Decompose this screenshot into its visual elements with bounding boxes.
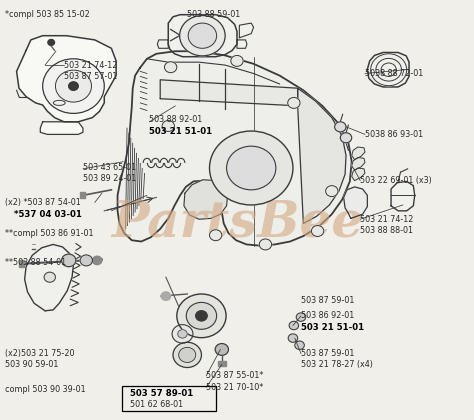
Polygon shape [352,168,365,181]
Text: 503 87 59-01: 503 87 59-01 [301,349,355,358]
Text: 503 21 74-12: 503 21 74-12 [360,215,414,224]
Circle shape [231,55,243,66]
Text: (x2)503 21 75-20: (x2)503 21 75-20 [5,349,74,358]
Text: 503 21 70-10*: 503 21 70-10* [206,383,264,392]
Polygon shape [344,187,367,218]
Polygon shape [352,147,365,160]
Bar [80,192,85,198]
Circle shape [186,302,217,329]
Polygon shape [239,23,254,38]
Circle shape [259,239,272,250]
Circle shape [179,347,196,362]
Polygon shape [237,40,247,48]
Circle shape [326,186,338,197]
Text: 503 89 24-01: 503 89 24-01 [83,174,136,184]
Polygon shape [298,88,346,223]
Polygon shape [367,52,409,87]
Text: 503 86 92-01: 503 86 92-01 [301,311,354,320]
Circle shape [335,122,346,132]
Circle shape [48,39,55,45]
Circle shape [69,82,78,90]
Circle shape [164,62,177,73]
Circle shape [162,121,174,131]
Polygon shape [391,181,415,211]
Text: **503 88 54-01: **503 88 54-01 [5,258,66,267]
Circle shape [161,292,171,300]
Text: 503 57 89-01: 503 57 89-01 [130,389,193,398]
Circle shape [371,54,407,86]
Polygon shape [157,40,168,48]
Circle shape [178,330,187,338]
Circle shape [55,70,91,102]
Text: 5038 86 93-01: 5038 86 93-01 [365,130,423,139]
Circle shape [376,58,401,81]
Text: compl 503 90 39-01: compl 503 90 39-01 [5,385,85,394]
Polygon shape [184,180,228,219]
Polygon shape [25,244,73,311]
Bar [218,361,226,366]
Circle shape [43,59,104,113]
Circle shape [227,146,276,190]
Text: 503 21 74-12: 503 21 74-12 [64,60,118,70]
Circle shape [210,131,293,205]
Text: 503 88 59-01: 503 88 59-01 [187,10,240,19]
Circle shape [311,226,324,236]
Text: (x2) *503 87 54-01: (x2) *503 87 54-01 [5,198,81,207]
Text: 503 87 57-01: 503 87 57-01 [64,72,118,81]
Circle shape [62,254,76,267]
Text: 503 21 51-01: 503 21 51-01 [149,126,212,136]
Polygon shape [118,51,352,246]
Circle shape [173,342,201,368]
Text: 503 90 59-01: 503 90 59-01 [5,360,58,370]
Polygon shape [17,36,116,122]
Text: 503 22 69-01 (x3): 503 22 69-01 (x3) [360,176,432,185]
Circle shape [288,97,300,108]
Bar [122,386,216,411]
Text: 503 21 78-27 (x4): 503 21 78-27 (x4) [301,360,373,370]
Circle shape [172,325,193,343]
Circle shape [340,133,352,143]
Polygon shape [160,80,298,106]
Bar [19,260,24,267]
Text: 503 43 65-01: 503 43 65-01 [83,163,136,173]
Circle shape [44,272,55,282]
Text: 503 88 92-01: 503 88 92-01 [149,115,202,124]
Text: *537 04 03-01: *537 04 03-01 [14,210,82,219]
Text: **compl 503 86 91-01: **compl 503 86 91-01 [5,229,93,239]
Text: 5038 88 72-01: 5038 88 72-01 [365,69,423,78]
Circle shape [80,255,92,266]
Circle shape [296,313,306,321]
Circle shape [188,23,217,48]
Text: 503 21 51-01: 503 21 51-01 [301,323,364,332]
Circle shape [92,256,102,265]
Circle shape [180,16,225,56]
Text: 503 87 59-01: 503 87 59-01 [301,296,355,305]
Polygon shape [40,122,83,134]
Polygon shape [352,158,365,170]
Circle shape [210,230,222,241]
Circle shape [215,344,228,355]
Circle shape [381,63,396,76]
Text: PartsBee: PartsBee [111,198,363,247]
Circle shape [288,334,298,342]
Text: 503 87 55-01*: 503 87 55-01* [206,371,264,381]
Text: 503 88 88-01: 503 88 88-01 [360,226,413,235]
Circle shape [295,341,304,349]
Circle shape [196,311,207,321]
Circle shape [289,321,299,330]
Polygon shape [168,15,237,57]
Circle shape [177,294,226,338]
Text: *compl 503 85 15-02: *compl 503 85 15-02 [5,10,90,19]
Text: 501 62 68-01: 501 62 68-01 [130,400,183,410]
